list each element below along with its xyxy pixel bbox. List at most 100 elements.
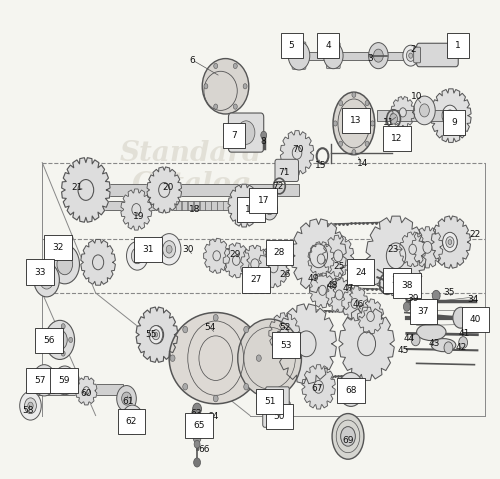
Polygon shape: [81, 240, 116, 285]
Polygon shape: [326, 277, 352, 312]
Text: 45: 45: [397, 346, 408, 355]
Text: 64: 64: [207, 412, 218, 422]
Circle shape: [351, 298, 358, 308]
Circle shape: [70, 378, 73, 383]
Circle shape: [38, 373, 50, 388]
Polygon shape: [391, 97, 414, 128]
Circle shape: [280, 328, 289, 339]
Polygon shape: [228, 184, 260, 227]
Text: 63: 63: [190, 409, 202, 418]
Polygon shape: [302, 365, 335, 409]
Text: 52: 52: [280, 323, 291, 332]
Text: 13: 13: [350, 116, 362, 125]
Circle shape: [194, 440, 200, 448]
Circle shape: [56, 378, 60, 383]
Ellipse shape: [432, 339, 456, 352]
Circle shape: [152, 330, 160, 340]
Text: 12: 12: [392, 134, 402, 143]
Circle shape: [122, 392, 132, 405]
Circle shape: [192, 403, 202, 415]
Circle shape: [234, 104, 237, 109]
Text: 50: 50: [274, 412, 285, 422]
Circle shape: [453, 308, 468, 328]
Circle shape: [444, 107, 458, 124]
Circle shape: [409, 244, 416, 254]
Circle shape: [318, 254, 325, 264]
Circle shape: [338, 373, 363, 406]
Text: 10: 10: [411, 91, 422, 101]
Polygon shape: [91, 184, 299, 196]
FancyBboxPatch shape: [292, 42, 306, 52]
Text: 27: 27: [250, 275, 262, 285]
Polygon shape: [400, 232, 425, 267]
Circle shape: [458, 337, 468, 348]
Text: 26: 26: [280, 270, 291, 279]
Text: 70: 70: [292, 145, 304, 154]
Circle shape: [158, 182, 170, 197]
Polygon shape: [103, 201, 270, 210]
FancyBboxPatch shape: [292, 59, 306, 69]
Text: 35: 35: [443, 288, 454, 297]
Circle shape: [149, 326, 163, 344]
Circle shape: [446, 110, 454, 121]
Text: 4: 4: [326, 41, 331, 50]
Text: 22: 22: [470, 230, 481, 239]
Circle shape: [150, 326, 164, 343]
FancyBboxPatch shape: [182, 201, 188, 210]
Circle shape: [52, 330, 67, 350]
Text: 44: 44: [403, 334, 414, 343]
Circle shape: [244, 326, 248, 333]
Text: 43: 43: [428, 339, 440, 348]
Text: 6: 6: [190, 56, 196, 65]
Text: Standard
Catalog: Standard Catalog: [120, 140, 262, 198]
Circle shape: [213, 395, 218, 402]
Circle shape: [20, 391, 42, 420]
Circle shape: [400, 108, 406, 117]
Circle shape: [50, 245, 80, 284]
FancyBboxPatch shape: [326, 43, 340, 53]
Text: 62: 62: [126, 417, 137, 426]
Text: 30: 30: [182, 245, 194, 254]
Text: 51: 51: [264, 397, 276, 406]
Text: 1: 1: [455, 41, 460, 50]
Circle shape: [166, 245, 172, 253]
Text: 20: 20: [162, 183, 174, 192]
Text: 47: 47: [342, 284, 353, 293]
Polygon shape: [76, 376, 97, 405]
Circle shape: [132, 204, 141, 216]
Circle shape: [28, 402, 33, 410]
Polygon shape: [339, 307, 394, 380]
Text: 23: 23: [388, 245, 399, 254]
Circle shape: [409, 53, 412, 58]
Text: 29: 29: [230, 250, 241, 259]
Circle shape: [24, 398, 36, 414]
Circle shape: [318, 285, 326, 296]
Text: 36: 36: [391, 276, 403, 285]
Circle shape: [162, 240, 175, 258]
Circle shape: [49, 346, 53, 351]
Circle shape: [244, 384, 248, 390]
Polygon shape: [34, 384, 122, 395]
Ellipse shape: [238, 319, 302, 397]
Circle shape: [334, 250, 342, 262]
Circle shape: [420, 104, 430, 117]
Text: 72: 72: [272, 182, 283, 191]
FancyBboxPatch shape: [194, 201, 199, 210]
Text: 31: 31: [142, 245, 154, 254]
Text: 5: 5: [289, 41, 294, 50]
Polygon shape: [258, 246, 289, 287]
Polygon shape: [224, 243, 250, 278]
Circle shape: [214, 104, 218, 109]
Polygon shape: [430, 89, 471, 142]
Circle shape: [340, 427, 355, 446]
Text: 55: 55: [146, 330, 157, 339]
FancyBboxPatch shape: [188, 201, 193, 210]
Polygon shape: [240, 245, 269, 283]
Polygon shape: [276, 304, 336, 384]
Circle shape: [406, 50, 415, 61]
Circle shape: [63, 369, 66, 374]
Polygon shape: [366, 216, 426, 296]
Circle shape: [442, 105, 458, 126]
Circle shape: [370, 121, 374, 126]
Text: 46: 46: [352, 300, 364, 309]
